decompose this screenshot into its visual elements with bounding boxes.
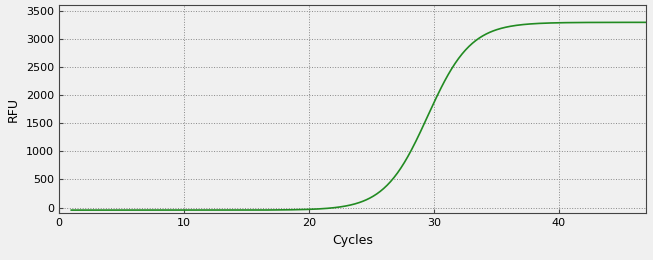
X-axis label: Cycles: Cycles — [332, 234, 373, 247]
Y-axis label: RFU: RFU — [7, 97, 20, 122]
